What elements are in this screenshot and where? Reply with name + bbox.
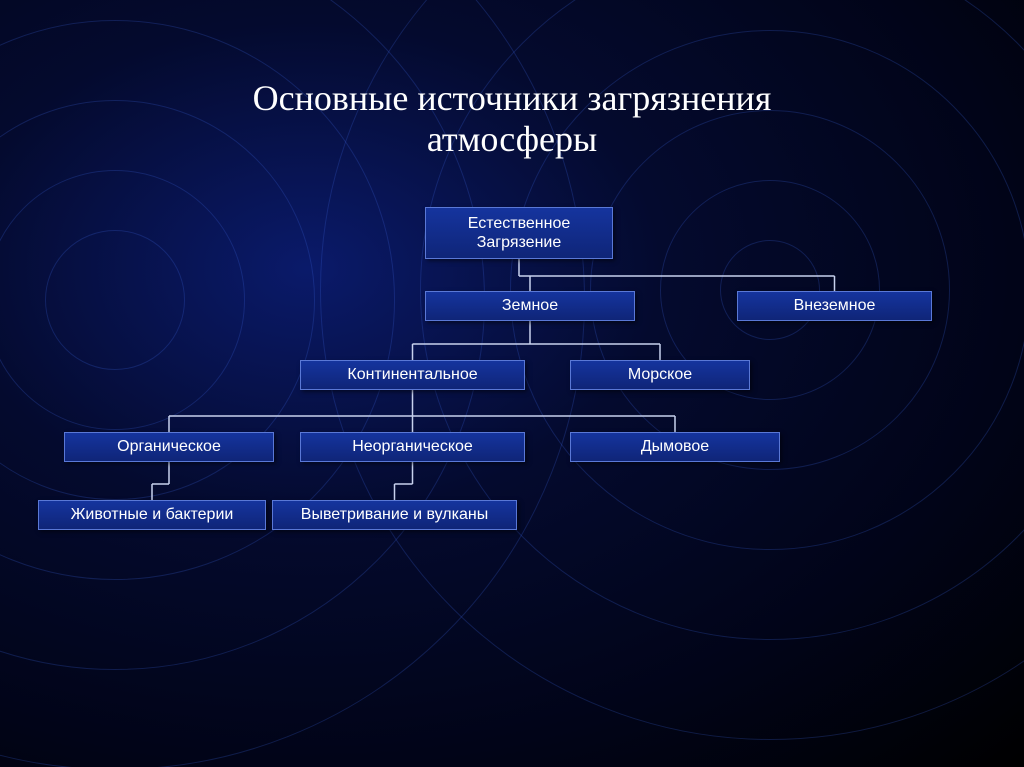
node-sea: Морское: [570, 360, 750, 390]
node-root: Естественное Загрязение: [425, 207, 613, 259]
diagram: Естественное Загрязение Земное Внеземное…: [0, 0, 1024, 767]
node-weathering: Выветривание и вулканы: [272, 500, 517, 530]
node-animals: Животные и бактерии: [38, 500, 266, 530]
node-continental: Континентальное: [300, 360, 525, 390]
node-inorganic: Неорганическое: [300, 432, 525, 462]
node-earth: Земное: [425, 291, 635, 321]
node-root-label: Естественное Загрязение: [468, 214, 571, 252]
node-organic: Органическое: [64, 432, 274, 462]
node-smoke: Дымовое: [570, 432, 780, 462]
node-extra: Внеземное: [737, 291, 932, 321]
